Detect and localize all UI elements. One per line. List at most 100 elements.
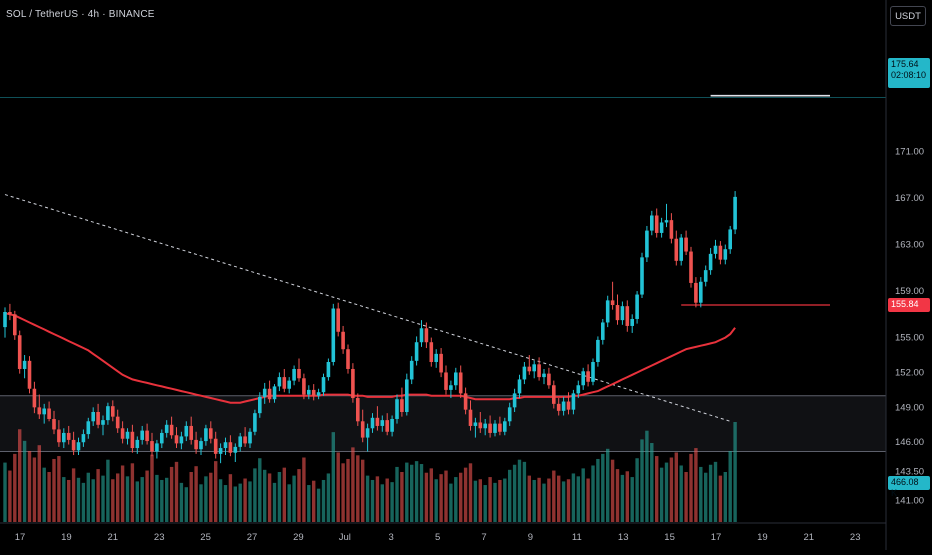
candle-body xyxy=(405,379,409,412)
candle-body xyxy=(571,393,576,410)
volume-bar xyxy=(694,448,698,522)
volume-bar xyxy=(635,458,639,522)
candle xyxy=(620,301,625,325)
candle xyxy=(395,394,399,424)
candle xyxy=(140,425,144,445)
candle xyxy=(718,241,723,265)
candle xyxy=(468,400,473,431)
candle-body xyxy=(498,423,502,432)
volume-bar xyxy=(419,464,424,522)
candle-body xyxy=(517,379,522,394)
candle xyxy=(703,265,708,287)
candle-body xyxy=(52,418,56,430)
candle xyxy=(503,417,507,436)
candle-body xyxy=(199,441,203,450)
candle-body xyxy=(316,392,321,396)
candle-body xyxy=(57,429,61,443)
candle xyxy=(493,420,497,437)
price-levels xyxy=(0,94,886,306)
candle-body xyxy=(385,420,389,432)
candle xyxy=(699,277,703,308)
price-tick-label: 163.00 xyxy=(895,240,924,251)
candle xyxy=(537,357,541,381)
candle xyxy=(733,191,737,235)
candle xyxy=(57,420,61,447)
symbol-title[interactable]: SOL / TetherUS · 4h · BINANCE xyxy=(6,9,155,20)
candle-body xyxy=(458,372,463,394)
candle-body xyxy=(454,372,458,386)
volume-bar xyxy=(483,485,487,522)
candle-body xyxy=(326,362,331,378)
volume-bar xyxy=(444,470,448,522)
volume-bar xyxy=(86,472,90,522)
range-fill xyxy=(0,395,886,452)
candle xyxy=(115,409,120,433)
volume-bar xyxy=(576,476,580,522)
candle-body xyxy=(659,222,664,233)
currency-button[interactable]: USDT xyxy=(890,6,926,26)
volume-bar xyxy=(194,466,198,522)
price-tick-label: 167.00 xyxy=(895,193,924,204)
candle xyxy=(640,252,644,299)
candle-body xyxy=(522,366,527,380)
candle-body xyxy=(708,253,713,271)
candle xyxy=(591,358,595,386)
volume-bar xyxy=(8,470,12,522)
volume-bar xyxy=(493,482,497,522)
candle-body xyxy=(155,443,159,452)
volume-bar xyxy=(596,458,600,522)
candle xyxy=(223,437,228,456)
candle xyxy=(341,325,345,354)
candle-body xyxy=(282,377,287,389)
volume-bar xyxy=(503,478,507,522)
volume-bar xyxy=(684,472,688,522)
volume-bar xyxy=(346,458,350,522)
time-tick-label: 17 xyxy=(711,532,722,543)
candle xyxy=(444,365,448,395)
candle-body xyxy=(189,425,193,440)
candle-body xyxy=(42,408,46,415)
candle xyxy=(101,415,105,436)
candle xyxy=(615,294,620,325)
volume-bar xyxy=(106,459,110,522)
volume-bar xyxy=(302,457,306,522)
volume-bar xyxy=(630,477,634,522)
volume-bar xyxy=(478,479,482,522)
candle xyxy=(17,330,22,374)
candle xyxy=(390,415,394,437)
volume-bar xyxy=(258,458,262,522)
volume-bar xyxy=(581,468,585,522)
volume-bar xyxy=(449,483,453,522)
candle-body xyxy=(184,425,189,437)
candle xyxy=(586,364,590,387)
candle xyxy=(684,230,688,256)
candle xyxy=(307,385,311,400)
candle xyxy=(52,410,56,435)
volume-bar xyxy=(223,485,228,522)
candle-body xyxy=(586,371,590,382)
candle-body xyxy=(625,306,630,326)
candle xyxy=(454,367,458,390)
candle-body xyxy=(635,294,639,319)
volume-bar xyxy=(361,459,365,522)
candle xyxy=(483,418,487,436)
candle xyxy=(243,427,247,447)
volume-bar xyxy=(160,479,164,522)
volume-bar xyxy=(140,477,144,522)
volume-bar xyxy=(390,482,394,522)
candle-body xyxy=(346,349,350,369)
candle xyxy=(27,356,32,394)
time-tick-label: 3 xyxy=(389,532,394,543)
candle xyxy=(625,300,630,332)
candle xyxy=(321,373,326,396)
candle-body xyxy=(483,423,487,429)
candle xyxy=(169,416,174,439)
candle xyxy=(22,355,27,379)
volume-bar xyxy=(47,472,51,522)
candle xyxy=(498,416,502,436)
candle-body xyxy=(601,322,605,340)
volume-bar xyxy=(155,474,159,522)
candle xyxy=(458,365,463,399)
